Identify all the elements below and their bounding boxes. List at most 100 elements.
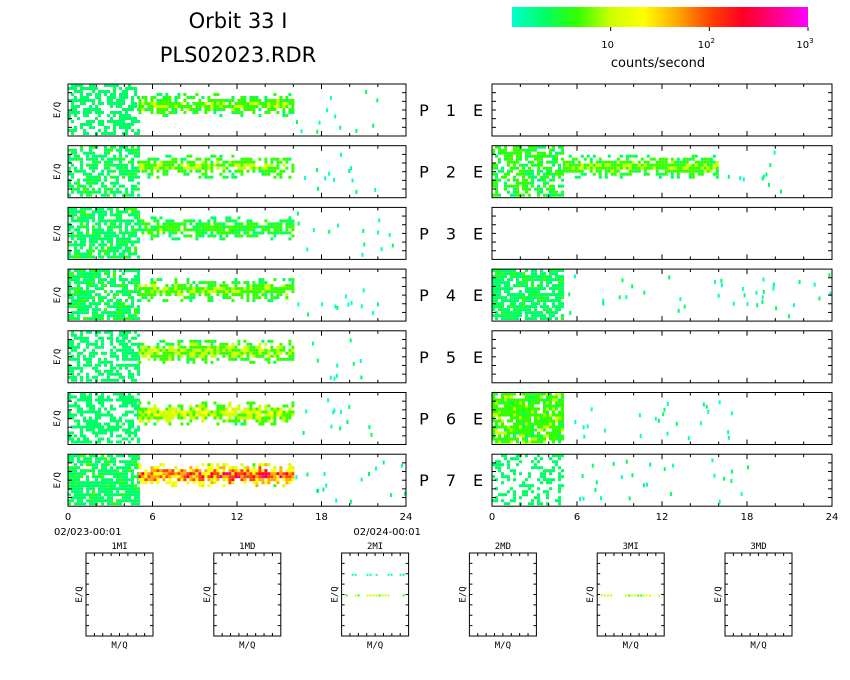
heat-cell bbox=[267, 172, 271, 176]
heat-cell bbox=[150, 351, 154, 355]
heat-cell bbox=[531, 299, 534, 303]
heat-cell bbox=[504, 187, 507, 191]
heat-cell bbox=[552, 302, 555, 306]
heat-cell bbox=[107, 234, 110, 238]
heat-cell bbox=[80, 96, 83, 99]
heat-cell bbox=[162, 163, 166, 167]
heat-cell bbox=[137, 345, 140, 349]
heat-cell bbox=[98, 207, 101, 211]
heat-cell bbox=[516, 278, 519, 282]
heat-cell bbox=[122, 102, 125, 105]
heat-cell bbox=[125, 154, 128, 158]
heat-cell bbox=[222, 166, 226, 170]
heat-cell bbox=[210, 339, 214, 343]
heat-cell bbox=[147, 102, 151, 105]
heat-cell bbox=[153, 290, 157, 294]
heat-cell bbox=[546, 193, 549, 197]
heat-cell bbox=[237, 99, 241, 102]
heat-cell bbox=[98, 499, 101, 503]
heat-cell bbox=[101, 499, 104, 503]
heat-cell bbox=[128, 305, 131, 309]
heat-cell bbox=[495, 290, 498, 294]
heat-cell bbox=[339, 125, 342, 130]
heat-cell bbox=[549, 422, 552, 426]
heat-cell bbox=[134, 90, 137, 93]
heat-cell bbox=[110, 169, 113, 173]
heat-cell bbox=[92, 311, 95, 315]
heat-cell bbox=[95, 345, 98, 349]
heat-cell bbox=[83, 207, 86, 211]
heat-cell bbox=[201, 345, 205, 349]
heat-cell bbox=[619, 175, 623, 179]
heat-cell bbox=[742, 177, 745, 182]
heat-cell bbox=[98, 190, 101, 194]
heat-cell bbox=[71, 237, 74, 241]
heat-cell bbox=[543, 193, 546, 197]
heat-cell bbox=[171, 111, 175, 114]
heat-cell bbox=[95, 366, 98, 370]
heat-cell bbox=[116, 419, 119, 423]
heat-cell bbox=[249, 160, 253, 164]
heat-cell bbox=[92, 342, 95, 346]
heat-cell bbox=[71, 378, 74, 382]
heat-cell bbox=[186, 228, 190, 232]
heat-cell bbox=[270, 99, 274, 102]
heat-cell bbox=[74, 404, 77, 408]
row-label-number: 2 bbox=[446, 163, 456, 182]
heat-cell bbox=[258, 278, 262, 282]
heat-cell bbox=[113, 354, 116, 358]
heat-cell bbox=[628, 163, 632, 167]
heat-cell bbox=[498, 302, 501, 306]
heat-cell bbox=[501, 437, 504, 441]
heat-cell bbox=[153, 166, 157, 170]
heat-cell bbox=[110, 348, 113, 352]
heat-cell bbox=[134, 401, 137, 405]
heat-cell bbox=[110, 378, 113, 382]
heat-cell bbox=[225, 231, 229, 235]
heat-cell bbox=[119, 275, 122, 279]
heat-cell bbox=[104, 308, 107, 312]
heat-cell bbox=[92, 484, 95, 488]
heat-cell bbox=[699, 421, 702, 426]
heat-cell bbox=[210, 296, 214, 300]
heat-cell bbox=[519, 272, 522, 276]
heat-cell bbox=[83, 178, 86, 182]
heat-cell bbox=[501, 392, 504, 396]
heat-cell bbox=[561, 275, 564, 279]
heat-cell bbox=[213, 154, 217, 158]
heat-cell bbox=[543, 437, 546, 441]
heat-cell bbox=[74, 90, 77, 93]
heat-cell bbox=[119, 308, 122, 312]
heat-cell bbox=[116, 314, 119, 318]
heat-cell bbox=[156, 175, 160, 179]
heat-cell bbox=[192, 287, 196, 291]
heat-cell bbox=[730, 411, 733, 416]
heat-cell bbox=[83, 311, 86, 315]
heat-cell bbox=[555, 160, 558, 164]
heat-cell bbox=[116, 487, 119, 491]
heat-cell bbox=[80, 305, 83, 309]
heat-cell bbox=[107, 148, 110, 152]
heat-cell bbox=[288, 416, 292, 420]
heat-cell bbox=[104, 302, 107, 306]
heat-cell bbox=[607, 166, 611, 170]
heat-cell bbox=[119, 252, 122, 256]
heat-cell bbox=[107, 314, 110, 318]
heat-cell bbox=[92, 348, 95, 352]
heat-cell bbox=[201, 228, 205, 232]
heat-cell bbox=[165, 160, 169, 164]
heat-cell bbox=[664, 169, 668, 173]
heat-cell bbox=[540, 169, 543, 173]
heat-cell bbox=[562, 166, 566, 170]
heat-cell bbox=[92, 317, 95, 321]
heat-cell bbox=[141, 108, 145, 111]
heat-cell bbox=[504, 392, 507, 396]
heat-cell bbox=[80, 87, 83, 90]
heat-cell bbox=[552, 419, 555, 423]
heat-cell bbox=[71, 454, 74, 458]
heat-cell bbox=[339, 409, 342, 414]
heat-cell bbox=[291, 348, 295, 352]
heat-cell bbox=[159, 163, 163, 167]
heat-cell bbox=[141, 163, 145, 167]
heat-cell bbox=[498, 284, 501, 288]
